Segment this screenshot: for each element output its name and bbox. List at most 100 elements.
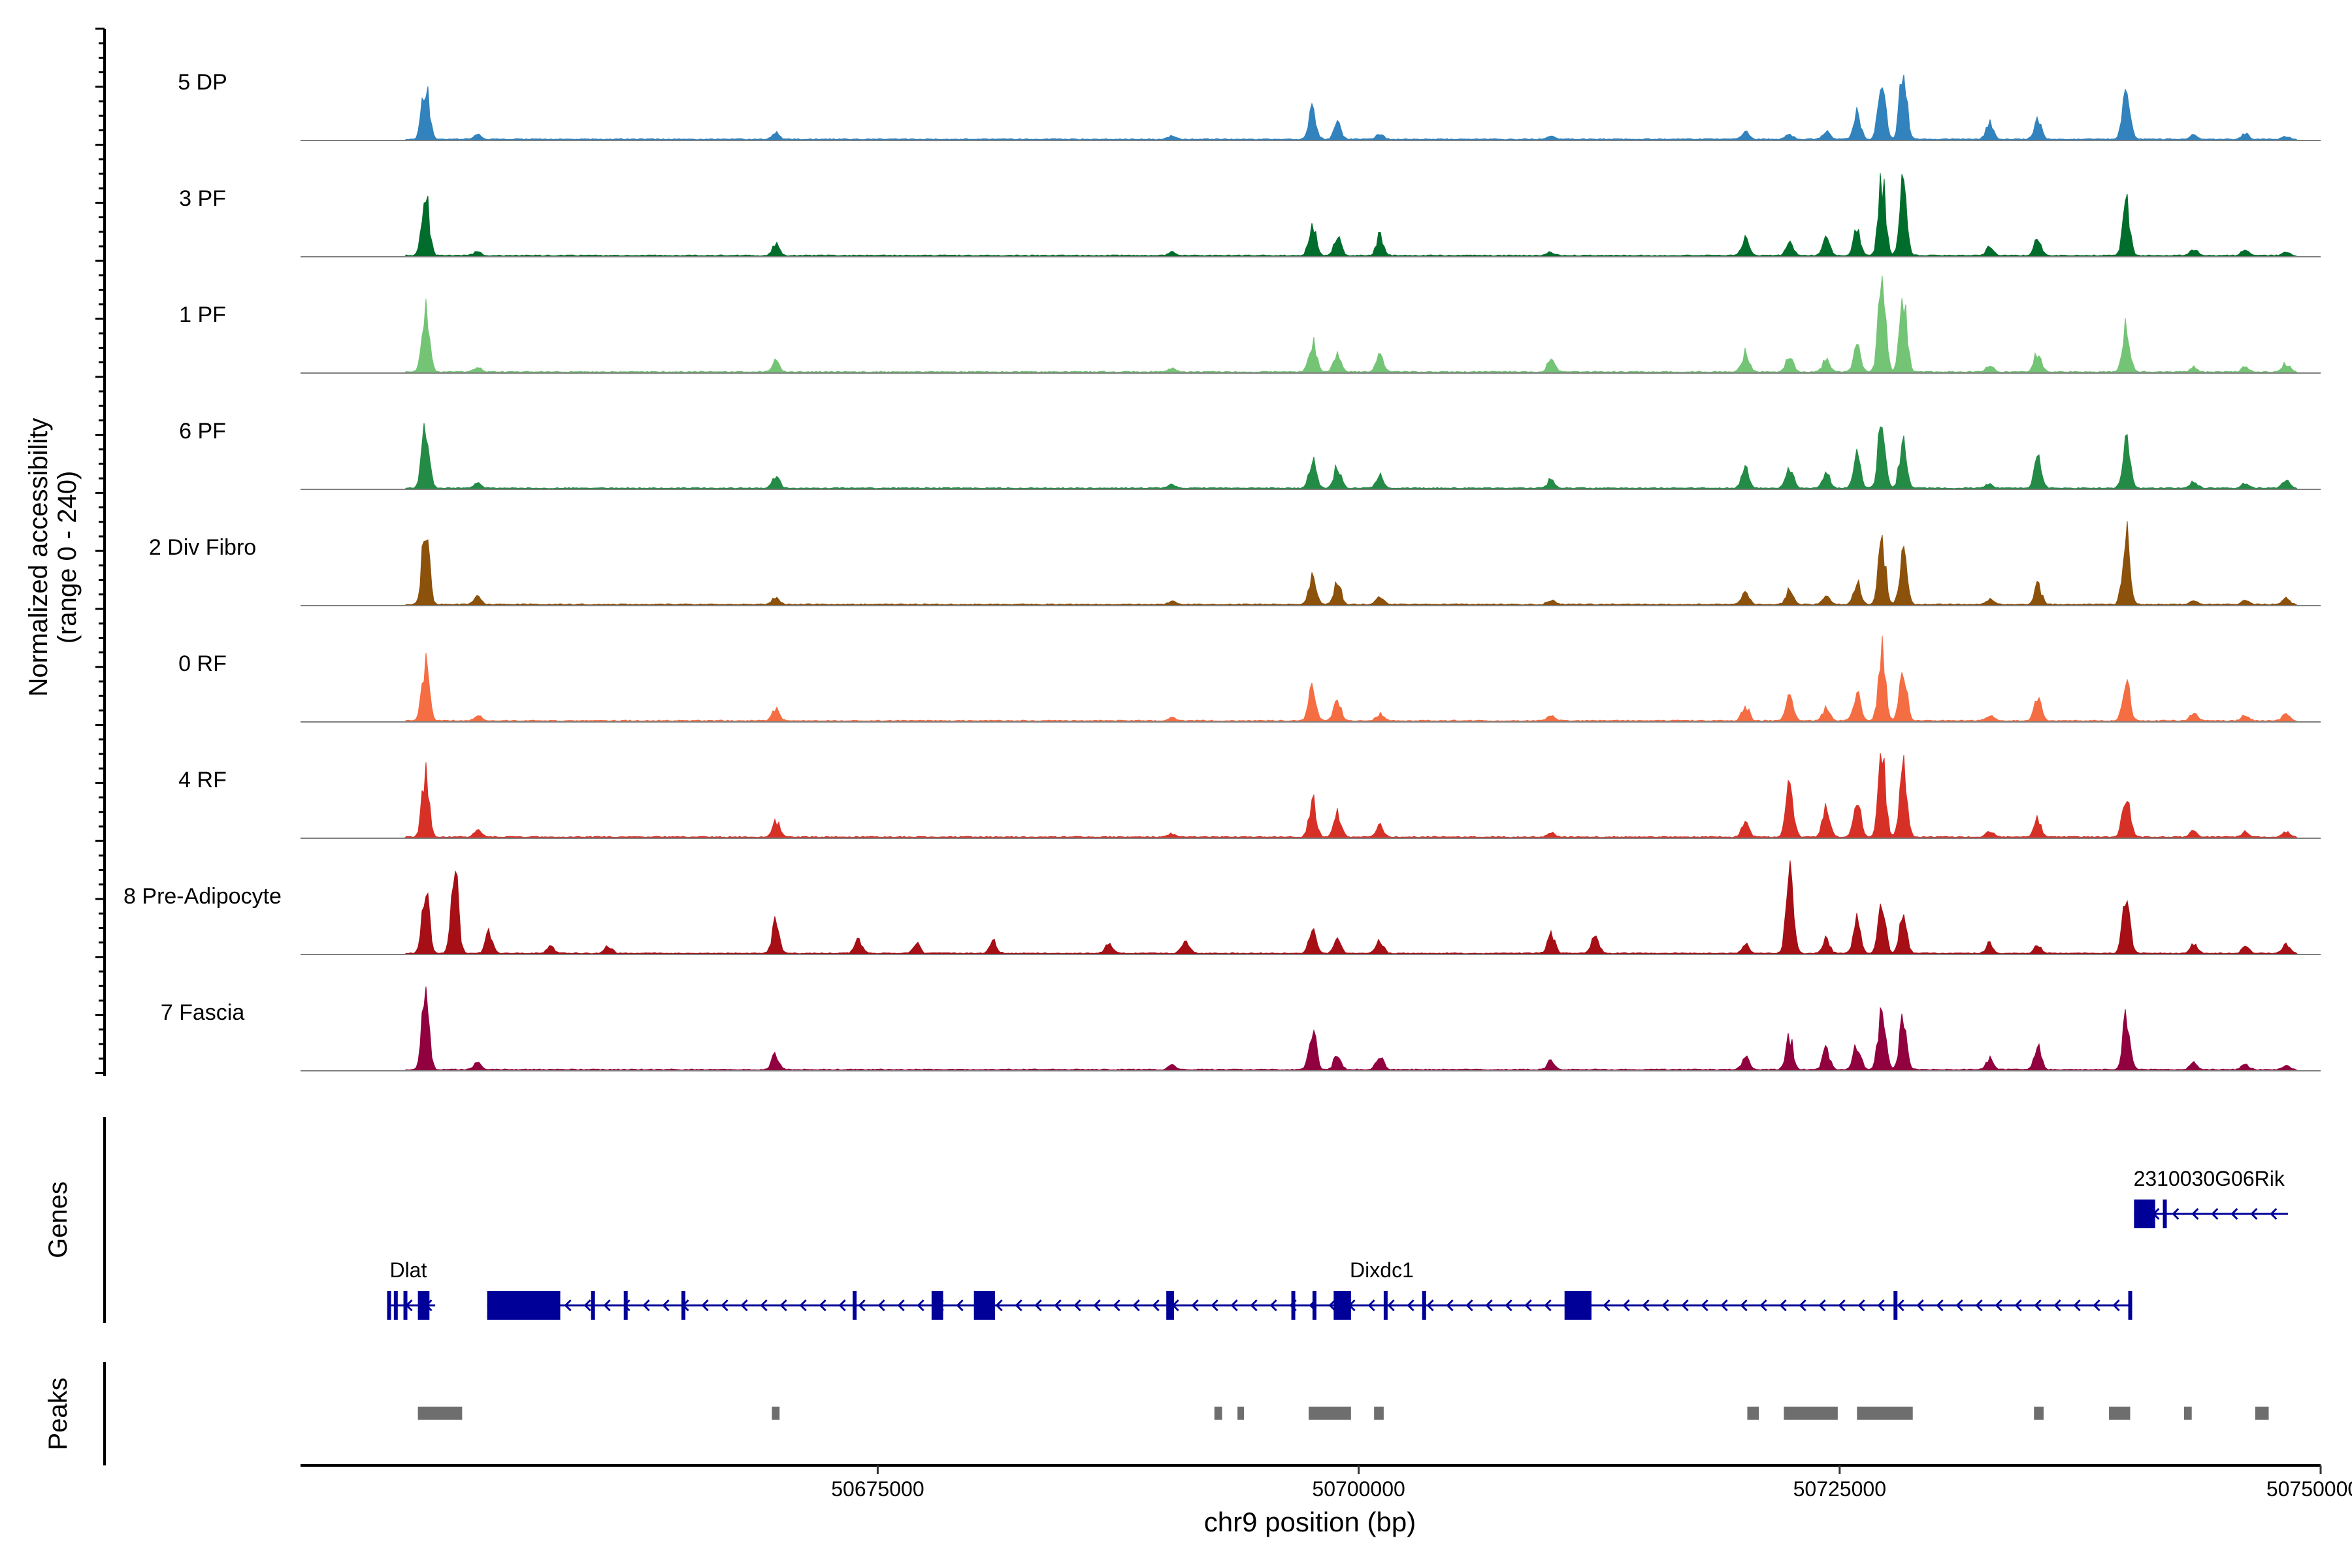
peak-region (2255, 1407, 2269, 1420)
strand-arrow (1544, 1299, 1552, 1312)
peak-region (1214, 1407, 1222, 1420)
coverage-tracks: 5 DP 3 PF 1 PF 6 PF 2 Div Fibro 0 RF 4 RF 8 Pre… (123, 70, 2321, 1071)
strand-arrow (956, 1299, 964, 1312)
strand-arrow (2250, 1207, 2258, 1220)
strand-arrow (1838, 1299, 1846, 1312)
track-label: 0 RF (178, 651, 227, 676)
gene-exon (2134, 1200, 2155, 1228)
track-5-dp: 5 DP (178, 70, 2321, 141)
gene-exon (623, 1291, 628, 1320)
strand-arrow (1524, 1299, 1532, 1312)
strand-arrow (760, 1299, 768, 1312)
strand-arrow (740, 1299, 748, 1312)
track-label: 7 Fascia (161, 1000, 245, 1025)
gene-exon (487, 1291, 561, 1320)
gene-exon (2163, 1200, 2167, 1228)
gene-exon (931, 1291, 943, 1320)
strand-arrow (1975, 1299, 1983, 1312)
track-2-div-fibro: 2 Div Fibro (149, 521, 2321, 606)
strand-arrow (1877, 1299, 1885, 1312)
gene-dixdc1 (487, 1291, 2132, 1320)
gene-2310030g06rik (2134, 1200, 2288, 1228)
peak-region (2109, 1407, 2131, 1420)
strand-arrow (2073, 1299, 2081, 1312)
strand-arrow (2112, 1299, 2120, 1312)
strand-arrow (1250, 1299, 1258, 1312)
strand-arrow (2014, 1299, 2022, 1312)
y-axis-title: Normalized accessibility (range 0 - 240) (24, 418, 82, 697)
gene-exon (1422, 1291, 1426, 1320)
strand-arrow (1701, 1299, 1708, 1312)
track-label: 3 PF (179, 186, 226, 211)
strand-arrow (1622, 1299, 1630, 1312)
coverage-area (301, 635, 2321, 723)
strand-arrow (1603, 1299, 1610, 1312)
strand-arrow (858, 1299, 866, 1312)
strand-arrow (1485, 1299, 1493, 1312)
strand-arrow (1367, 1299, 1375, 1312)
strand-arrow (1269, 1299, 1277, 1312)
strand-arrow (701, 1299, 709, 1312)
coverage-area (301, 521, 2321, 606)
strand-arrow (995, 1299, 1003, 1312)
gene-exon (403, 1291, 408, 1320)
strand-arrow (721, 1299, 728, 1312)
peak-region (1784, 1407, 1838, 1420)
strand-arrow (1034, 1299, 1042, 1312)
strand-arrow (1818, 1299, 1826, 1312)
strand-arrow (917, 1299, 924, 1312)
strand-arrow (2053, 1299, 2061, 1312)
strand-arrow (1054, 1299, 1062, 1312)
strand-arrow (642, 1299, 650, 1312)
track-8-pre-adipocyte: 8 Pre-Adipocyte (123, 860, 2321, 955)
coverage-area (301, 987, 2321, 1071)
peak-region (1857, 1407, 1913, 1420)
peak-region (1374, 1407, 1384, 1420)
strand-arrow (1759, 1299, 1767, 1312)
track-1-pf: 1 PF (179, 275, 2321, 374)
track-label: 5 DP (178, 70, 227, 95)
gene-exon (2128, 1291, 2132, 1320)
strand-arrow (1152, 1299, 1160, 1312)
strand-arrow (1191, 1299, 1199, 1312)
strand-arrow (564, 1299, 572, 1312)
coverage-y-ticks (95, 27, 105, 1074)
track-4-rf: 4 RF (178, 753, 2321, 839)
peak-region (2183, 1407, 2192, 1420)
gene-label-2310030g06rik: 2310030G06Rik (2134, 1167, 2285, 1190)
strand-arrow (1857, 1299, 1865, 1312)
peak-region (1309, 1407, 1351, 1420)
strand-arrow (819, 1299, 826, 1312)
gene-exon (681, 1291, 686, 1320)
strand-arrow (2093, 1299, 2100, 1312)
coverage-area (301, 173, 2321, 257)
strand-arrow (1995, 1299, 2002, 1312)
y-axis-title-line1: Normalized accessibility (24, 418, 53, 697)
strand-arrow (1132, 1299, 1140, 1312)
peak-track (417, 1407, 2269, 1420)
coverage-area (301, 423, 2321, 490)
strand-arrow (2270, 1207, 2278, 1220)
gene-label-dlat: Dlat (389, 1258, 427, 1282)
track-label: 4 RF (178, 768, 227, 792)
x-tick-label: 50725000 (1793, 1477, 1886, 1501)
strand-arrow (1328, 1299, 1336, 1312)
strand-arrow (1799, 1299, 1806, 1312)
gene-exon (1291, 1291, 1296, 1320)
x-axis-title: chr9 position (bp) (1204, 1507, 1416, 1537)
track-label: 8 Pre-Adipocyte (123, 884, 282, 909)
strand-arrow (1093, 1299, 1101, 1312)
strand-arrow (1955, 1299, 1963, 1312)
gene-dlat (387, 1291, 436, 1320)
strand-arrow (1661, 1299, 1669, 1312)
peak-region (1237, 1407, 1245, 1420)
gene-exon (973, 1291, 996, 1320)
strand-arrow (1073, 1299, 1081, 1312)
strand-arrow (1426, 1299, 1434, 1312)
coverage-area (301, 753, 2321, 839)
gene-exon (393, 1291, 398, 1320)
gene-exon (417, 1291, 430, 1320)
strand-arrow (603, 1299, 611, 1312)
